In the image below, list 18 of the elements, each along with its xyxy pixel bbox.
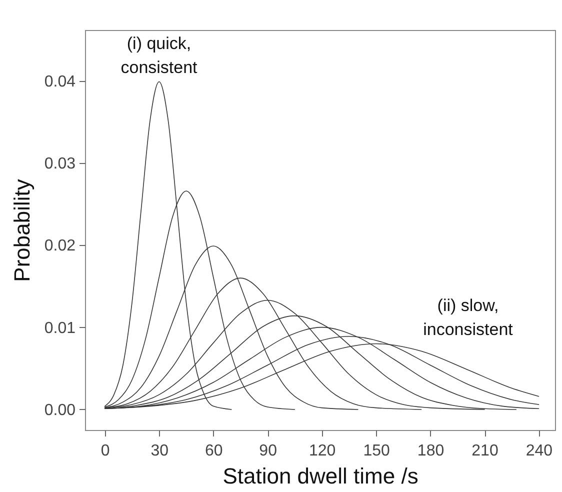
x-tick-label: 120 xyxy=(308,442,336,460)
x-tick-label: 150 xyxy=(363,442,390,460)
y-tick-label: 0.02 xyxy=(44,238,76,255)
y-tick-label: 0.03 xyxy=(44,156,76,173)
y-tick-label: 0.04 xyxy=(44,73,76,90)
x-tick-label: 210 xyxy=(472,442,498,460)
y-tick-label: 0.00 xyxy=(44,402,76,419)
x-tick-label: 0 xyxy=(100,442,110,460)
x-tick-label: 180 xyxy=(417,442,444,460)
annotation: (i) quick, consistent xyxy=(120,34,198,77)
x-tick-label: 30 xyxy=(150,442,169,460)
y-axis-title: Probability xyxy=(9,179,34,282)
x-axis-title: Station dwell time /s xyxy=(222,464,418,488)
x-tick-label: 60 xyxy=(204,442,223,460)
x-tick-label: 240 xyxy=(526,442,553,460)
y-tick-label: 0.01 xyxy=(44,320,76,337)
x-tick-label: 90 xyxy=(259,442,278,460)
annotation: (ii) slow, inconsistent xyxy=(423,296,514,339)
